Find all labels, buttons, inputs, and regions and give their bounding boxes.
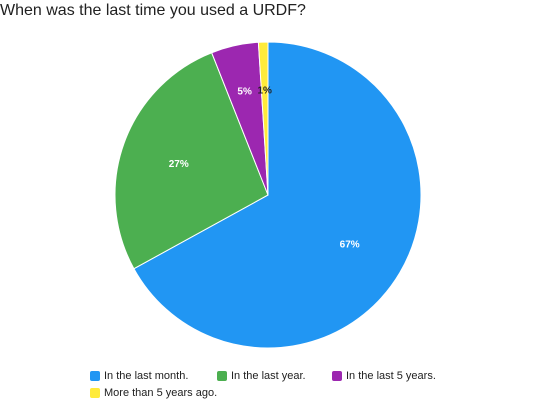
pie-label-last-month: 67% [340, 239, 360, 250]
pie-slice-last-month[interactable] [133, 41, 422, 349]
pie-label-last-5-years: 5% [237, 86, 252, 97]
legend-label-last-5-years: In the last 5 years. [346, 370, 436, 382]
legend-swatch-last-year [217, 371, 227, 381]
legend-item-last-5-years[interactable]: In the last 5 years. [332, 368, 436, 384]
legend-label-last-month: In the last month. [104, 370, 189, 382]
legend-swatch-more-than-5-years [90, 388, 100, 398]
legend-label-last-year: In the last year. [231, 370, 306, 382]
legend-swatch-last-5-years [332, 371, 342, 381]
chart-title: When was the last time you used a URDF? [0, 2, 306, 19]
pie-chart: 67% 27% 5% 1% [114, 41, 422, 349]
legend-swatch-last-month [90, 371, 100, 381]
pie-slice-more-than-5-years[interactable] [257, 41, 269, 196]
legend-label-more-than-5-years: More than 5 years ago. [104, 387, 218, 399]
legend-item-last-year[interactable]: In the last year. [217, 368, 306, 384]
pie-label-more-than-5-years: 1% [257, 85, 272, 96]
pie-label-last-year: 27% [169, 159, 189, 170]
legend-item-last-month[interactable]: In the last month. [90, 368, 188, 384]
legend-item-more-than-5-years[interactable]: More than 5 years ago. [90, 385, 217, 401]
pie-slice-last-year[interactable] [114, 52, 269, 270]
